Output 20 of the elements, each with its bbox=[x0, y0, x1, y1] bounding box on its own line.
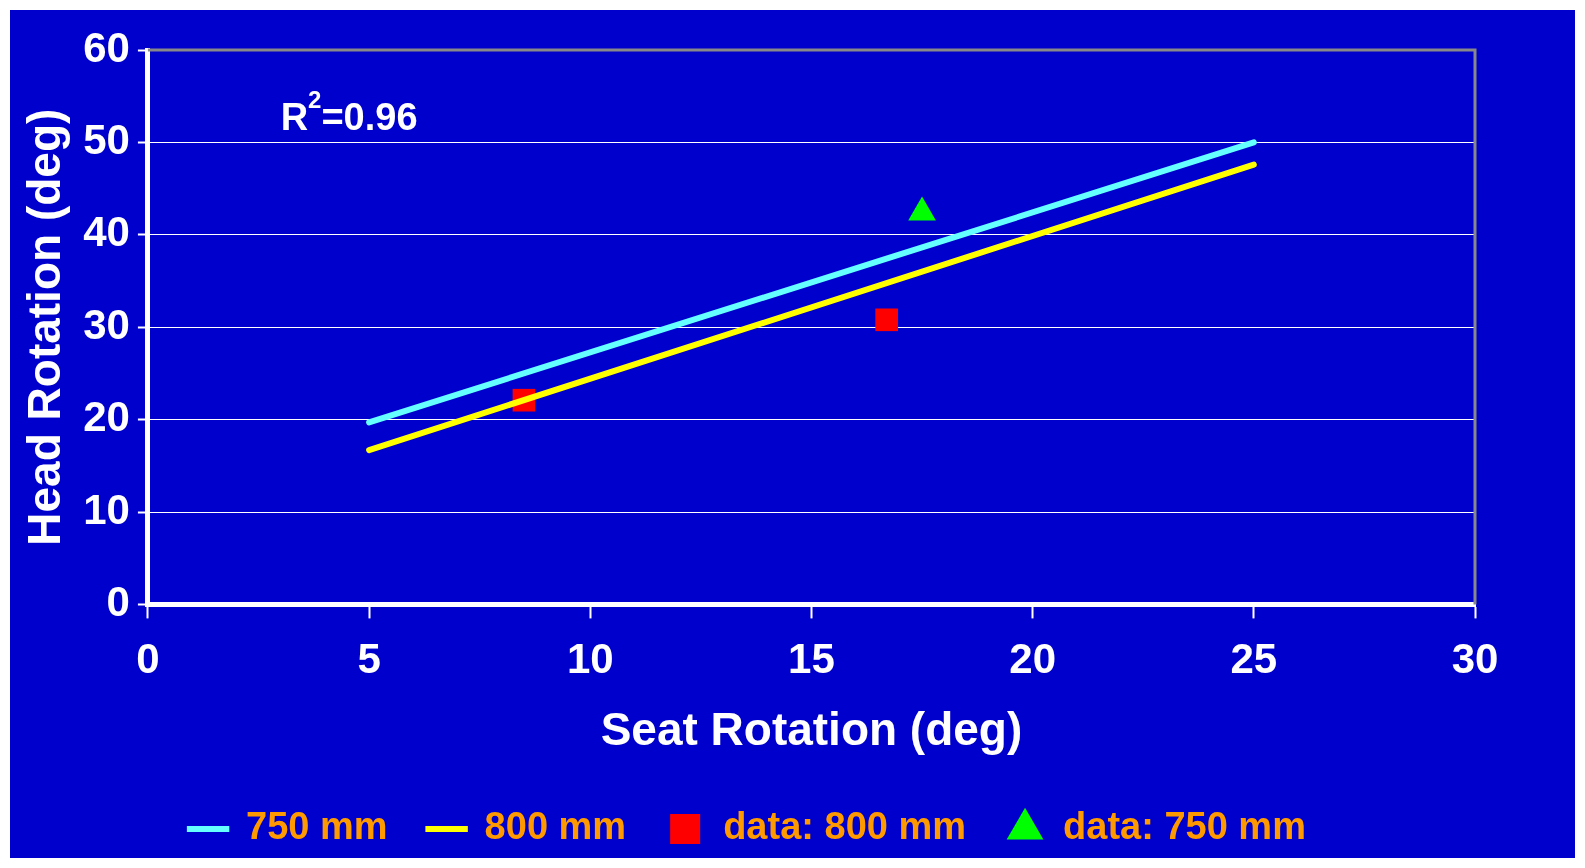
y-axis-title: Head Rotation (deg) bbox=[18, 108, 71, 546]
x-tick-label: 15 bbox=[788, 635, 835, 683]
x-axis-title: Seat Rotation (deg) bbox=[600, 703, 1023, 756]
legend-label: 750 mm bbox=[246, 805, 388, 848]
y-tick-label: 0 bbox=[106, 577, 130, 625]
y-tick-label: 60 bbox=[83, 23, 130, 71]
y-tick-label: 40 bbox=[83, 208, 130, 256]
x-tick-label: 0 bbox=[136, 635, 160, 683]
x-tick-label: 25 bbox=[1230, 635, 1278, 683]
x-tick-label: 5 bbox=[357, 635, 381, 683]
x-tick-label: 20 bbox=[1009, 635, 1056, 683]
y-tick-label: 30 bbox=[83, 300, 130, 348]
x-tick-label: 30 bbox=[1451, 635, 1499, 683]
legend-label: data: 750 mm bbox=[1063, 805, 1306, 848]
y-tick-label: 50 bbox=[83, 115, 130, 163]
y-tick-label: 20 bbox=[83, 393, 130, 441]
legend-label: 800 mm bbox=[484, 805, 627, 848]
x-tick-label: 10 bbox=[566, 635, 614, 683]
legend-label: data: 800 mm bbox=[723, 805, 967, 848]
y-tick-label: 10 bbox=[83, 485, 130, 533]
